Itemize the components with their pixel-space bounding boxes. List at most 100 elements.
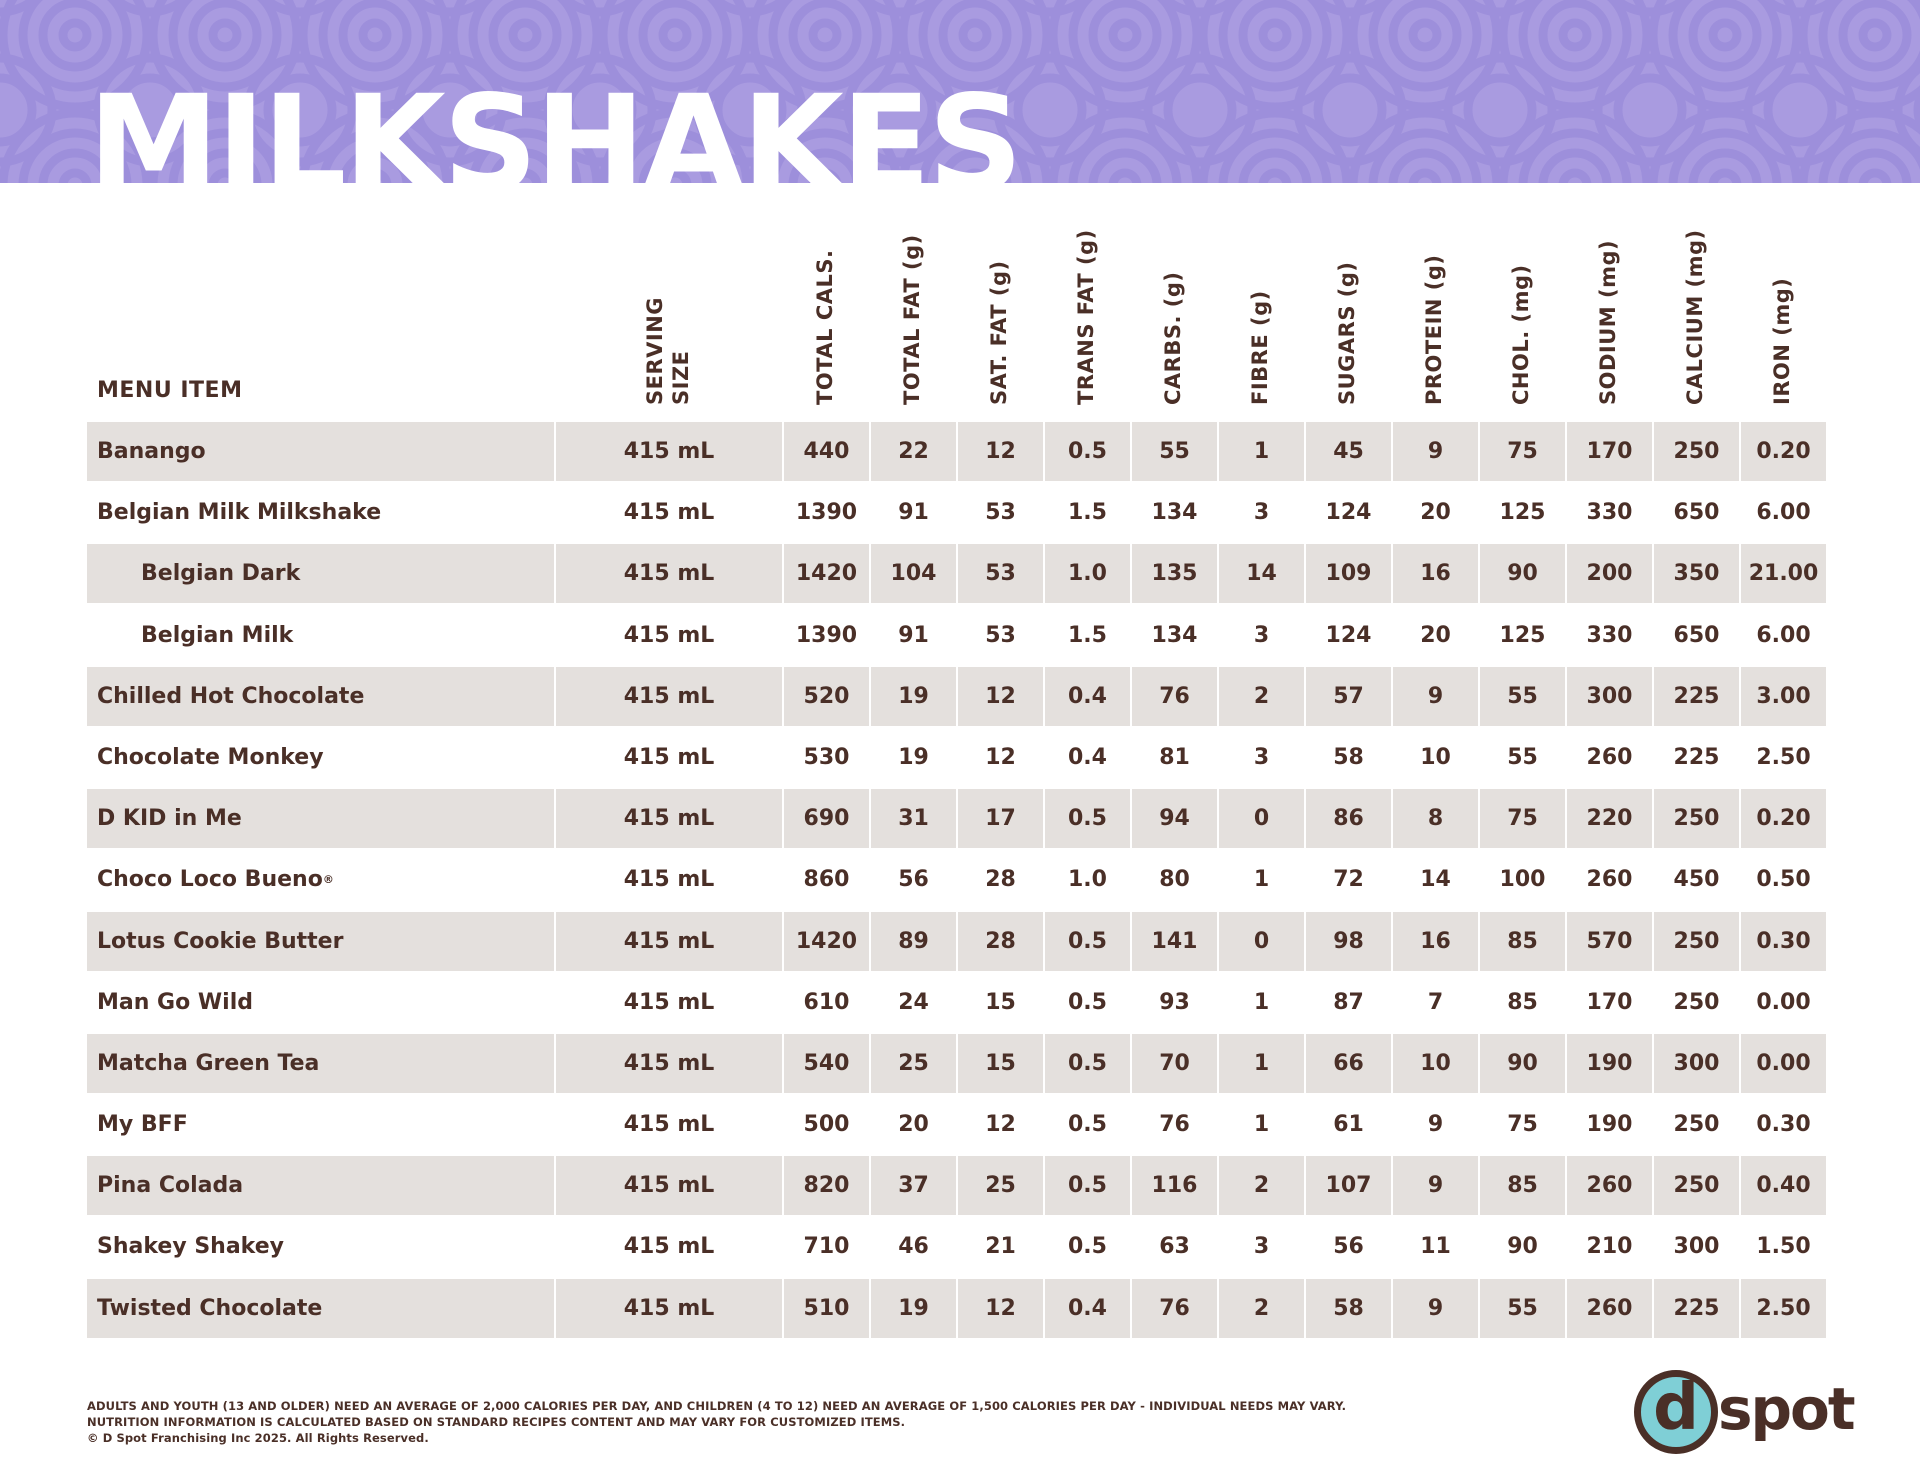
nutrient-cell: 170: [1586, 989, 1633, 1015]
nutrient-cell: 1: [1253, 1112, 1270, 1138]
nutrient-cell: 12: [985, 1112, 1016, 1138]
menu-item-name: Belgian Dark: [87, 544, 554, 604]
nutrient-cell: 85: [1480, 911, 1565, 971]
menu-item-name: Man Go Wild: [97, 989, 253, 1015]
nutrient-cell: 0.5: [1068, 1234, 1107, 1260]
serving-size-cell: 415 mL: [623, 867, 715, 893]
nutrient-cell: 80: [1159, 867, 1190, 893]
nutrient-cell: 260: [1567, 1156, 1652, 1216]
menu-item-name: Lotus Cookie Butter: [87, 911, 554, 971]
table-row: Banango 415 mL 440 22 12 0.5 55 1 45 9 75 170 250 0.2…: [87, 422, 1830, 483]
nutrient-cell: 1: [1219, 422, 1304, 481]
nutrient-cell: 53: [985, 500, 1016, 526]
nutrient-cell: 87: [1333, 989, 1364, 1015]
nutrient-cell: 11: [1420, 1234, 1451, 1260]
table-row: Choco Loco Bueno ® 415 mL 860 56 28 1.0 80 1 72 14…: [87, 850, 1830, 911]
nutrient-cell: 75: [1480, 422, 1565, 481]
menu-item-name: Shakey Shakey: [97, 1234, 284, 1260]
nutrient-cell: 76: [1159, 1112, 1190, 1138]
nutrient-cell: 3: [1253, 744, 1270, 770]
nutrient-cell: 14: [1420, 867, 1451, 893]
nutrient-cell: 53: [958, 544, 1043, 604]
nutrient-cell: 225: [1673, 744, 1720, 770]
menu-item-name: Banango: [87, 422, 554, 481]
nutrient-cell: 530: [803, 744, 850, 770]
nutrient-cell: 510: [784, 1278, 869, 1338]
nutrient-cell: 0.00: [1741, 1033, 1826, 1093]
nutrient-cell: 520: [784, 666, 869, 726]
nutrient-cell: 66: [1306, 1033, 1391, 1093]
serving-size-cell: 415 mL: [623, 744, 715, 770]
serving-size-cell: 415 mL: [556, 1278, 782, 1338]
nutrient-cell: 141: [1132, 911, 1217, 971]
nutrient-cell: 610: [803, 989, 850, 1015]
logo-letter: d: [1653, 1371, 1699, 1445]
nutrient-cell: 3.00: [1741, 666, 1826, 726]
table-row: Belgian Milk 415 mL 1390 91 53 1.5 134 3 124 20 12…: [87, 606, 1830, 667]
nutrient-cell: 98: [1306, 911, 1391, 971]
table-row: Chocolate Monkey 415 mL 530 19 12 0.4 81 3 58 10 5…: [87, 728, 1830, 789]
serving-size-cell: 415 mL: [556, 1033, 782, 1093]
nutrient-cell: 25: [958, 1156, 1043, 1216]
column-header-sugars-g: SUGARS (g): [1335, 261, 1359, 406]
footer-line-calories: ADULTS AND YOUTH (13 AND OLDER) NEED AN …: [87, 1399, 1347, 1413]
menu-item-name: Matcha Green Tea: [87, 1033, 554, 1093]
footer-copyright: © D Spot Franchising Inc 2025. All Right…: [87, 1431, 429, 1445]
nutrient-cell: 540: [784, 1033, 869, 1093]
nutrient-cell: 55: [1132, 422, 1217, 481]
menu-item-name: Twisted Chocolate: [87, 1278, 554, 1338]
nutrient-cell: 20: [1420, 500, 1451, 526]
column-header-sat-fat-g: SAT. FAT (g): [987, 260, 1011, 405]
header-banner: MILKSHAKES: [0, 0, 1920, 183]
logo-word: spot: [1718, 1375, 1856, 1443]
nutrient-cell: 0.5: [1045, 911, 1130, 971]
serving-size-cell: 415 mL: [556, 666, 782, 726]
table-row: D KID in Me 415 mL 690 31 17 0.5 94 0 86 8 75 220 25…: [87, 789, 1830, 850]
nutrient-cell: 1: [1219, 1033, 1304, 1093]
nutrient-cell: 650: [1673, 622, 1720, 648]
nutrient-cell: 55: [1480, 1278, 1565, 1338]
nutrient-cell: 134: [1151, 622, 1198, 648]
nutrient-cell: 100: [1499, 867, 1546, 893]
nutrient-cell: 200: [1567, 544, 1652, 604]
nutrient-cell: 0.30: [1756, 1112, 1811, 1138]
nutrient-cell: 9: [1427, 1112, 1444, 1138]
nutrient-cell: 37: [871, 1156, 956, 1216]
nutrient-cell: 0: [1219, 911, 1304, 971]
nutrient-cell: 3: [1253, 500, 1270, 526]
nutrient-cell: 56: [1333, 1234, 1364, 1260]
nutrient-cell: 15: [958, 1033, 1043, 1093]
serving-size-header-line2: SIZE: [669, 350, 693, 405]
column-header-total-fat-g: TOTAL FAT (g): [900, 234, 924, 405]
nutrient-cell: 330: [1586, 622, 1633, 648]
nutrient-cell: 225: [1654, 666, 1739, 726]
nutrient-cell: 91: [898, 500, 929, 526]
nutrient-cell: 85: [1480, 1156, 1565, 1216]
nutrient-cell: 2: [1219, 1278, 1304, 1338]
nutrient-cell: 124: [1325, 500, 1372, 526]
nutrient-cell: 19: [871, 1278, 956, 1338]
nutrient-cell: 0.5: [1045, 1156, 1130, 1216]
menu-item-name: D KID in Me: [87, 789, 554, 849]
nutrient-cell: 3: [1253, 1234, 1270, 1260]
nutrient-cell: 15: [985, 989, 1016, 1015]
nutrient-cell: 250: [1654, 789, 1739, 849]
nutrient-cell: 12: [985, 744, 1016, 770]
serving-size-cell: 415 mL: [556, 911, 782, 971]
nutrient-cell: 14: [1219, 544, 1304, 604]
nutrient-cell: 1.0: [1045, 544, 1130, 604]
table-row: Belgian Dark 415 mL 1420 104 53 1.0 135 14 109 16…: [87, 544, 1830, 605]
nutrient-cell: 116: [1132, 1156, 1217, 1216]
nutrient-cell: 58: [1306, 1278, 1391, 1338]
nutrient-cell: 21: [985, 1234, 1016, 1260]
nutrient-cell: 260: [1586, 867, 1633, 893]
nutrient-cell: 330: [1586, 500, 1633, 526]
nutrient-cell: 220: [1567, 789, 1652, 849]
nutrient-cell: 1.5: [1068, 500, 1107, 526]
nutrient-cell: 10: [1393, 1033, 1478, 1093]
nutrient-cell: 300: [1567, 666, 1652, 726]
nutrient-cell: 500: [803, 1112, 850, 1138]
nutrient-cell: 0.4: [1068, 744, 1107, 770]
nutrient-cell: 45: [1306, 422, 1391, 481]
nutrient-cell: 0.00: [1756, 989, 1811, 1015]
